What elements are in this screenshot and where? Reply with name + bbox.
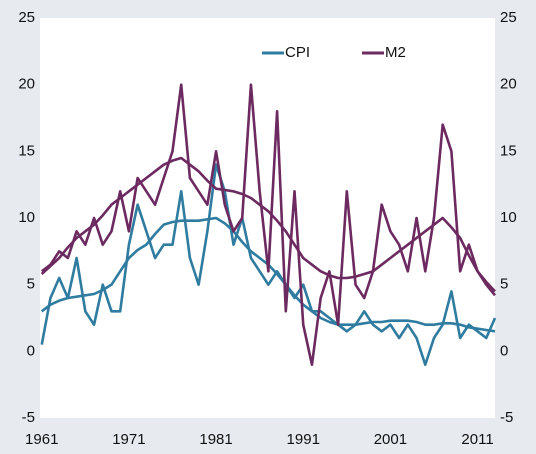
y-tick-label: 20	[18, 76, 35, 93]
y-tick-label: 15	[18, 142, 35, 159]
x-tick-label: 1991	[287, 431, 320, 448]
y-tick-label: 25	[18, 9, 35, 26]
y2-tick-label: 0	[500, 342, 508, 359]
y-tick-label: -5	[22, 409, 35, 426]
x-tick-label: 1971	[112, 431, 145, 448]
legend-label: M2	[385, 44, 406, 61]
x-tick-label: 1981	[199, 431, 232, 448]
y2-tick-label: 10	[500, 209, 517, 226]
y2-tick-label: 25	[500, 9, 517, 26]
trend-line	[40, 156, 496, 293]
plot-area	[40, 18, 495, 418]
y2-tick-label: 20	[500, 76, 517, 93]
x-tick-label: 2011	[461, 431, 493, 448]
legend-label: CPI	[285, 44, 310, 61]
y-tick-label: 5	[27, 276, 35, 293]
y2-tick-label: 15	[500, 142, 517, 159]
x-tick-label: 1961	[25, 431, 58, 448]
x-tick-label: 2001	[374, 431, 407, 448]
y2-tick-label: 5	[500, 276, 508, 293]
y2-tick-label: -5	[500, 409, 513, 426]
y-tick-label: 0	[27, 342, 35, 359]
y-tick-label: 10	[18, 209, 35, 226]
series-line	[40, 163, 497, 366]
